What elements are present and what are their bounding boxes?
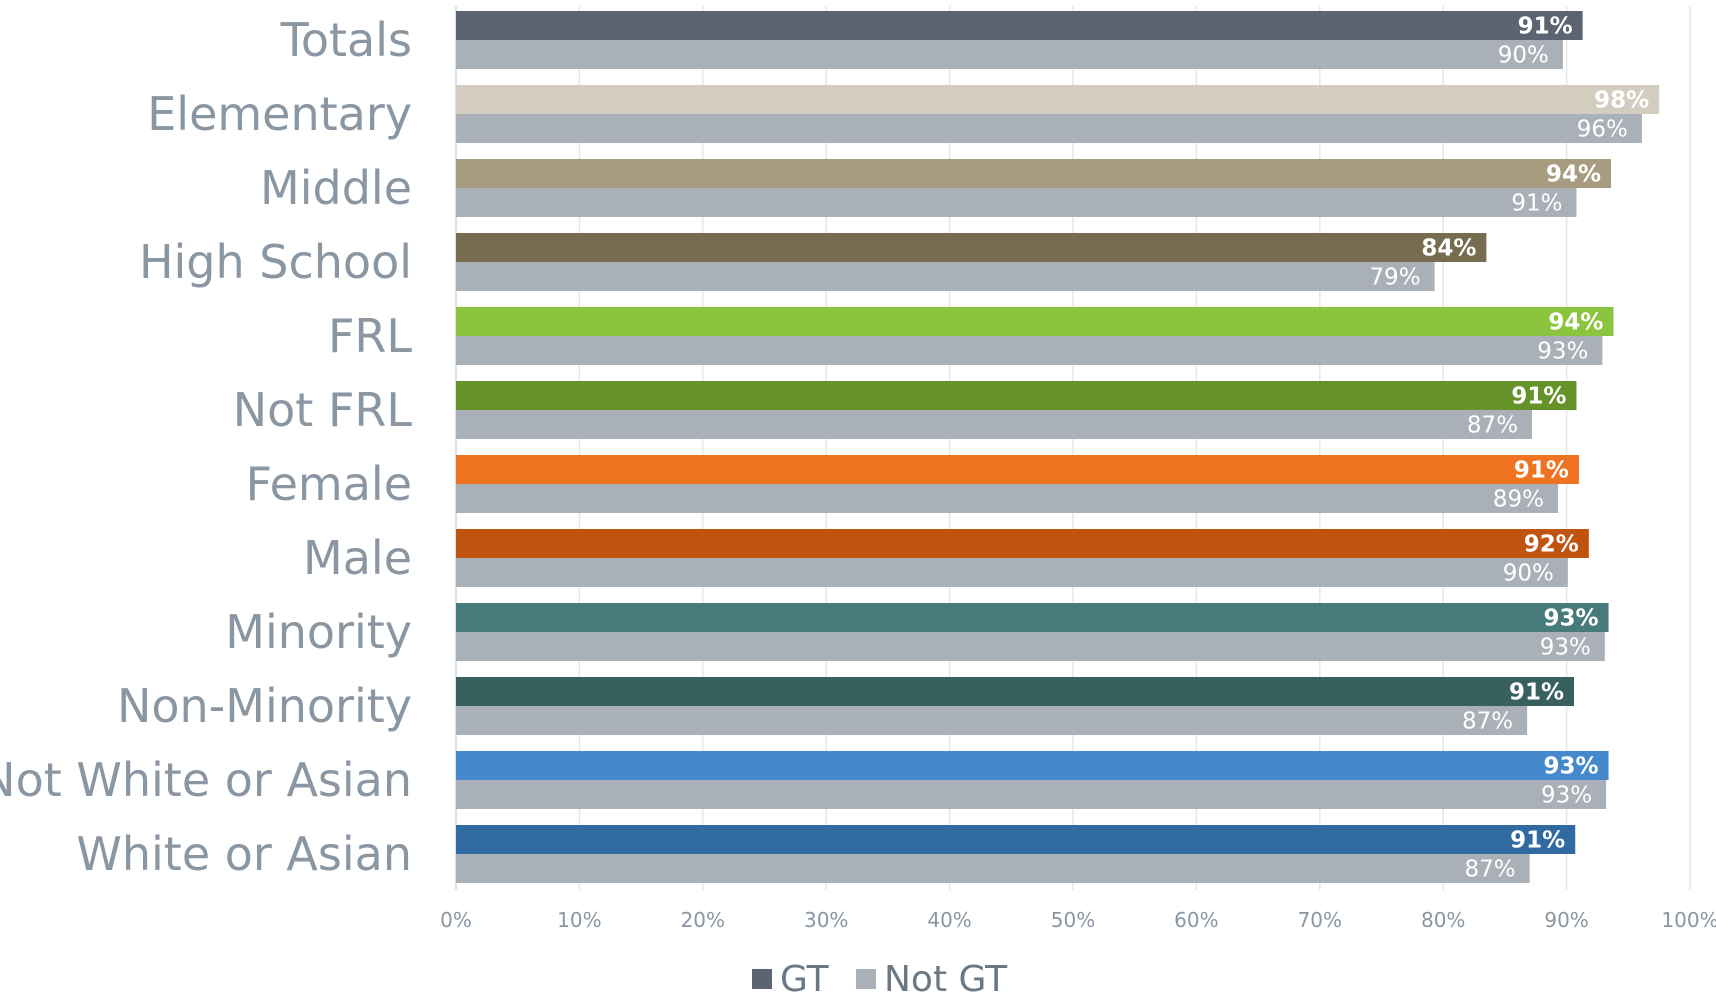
category-labels: Totals Elementary Middle High School FRL Not … <box>0 13 412 881</box>
x-tick-label: 10% <box>557 908 601 932</box>
x-tick-label: 20% <box>681 908 725 932</box>
data-label-not-gt: 90% <box>1503 561 1554 587</box>
legend-label-not-gt: Not GT <box>884 959 1008 994</box>
x-tick-label: 60% <box>1174 908 1218 932</box>
chart-bars: 91% 90% 98% 96% 94% 91% 84%79% 94% 93% 91% 87% 91% 8… <box>456 11 1660 883</box>
bar-not-gt <box>456 410 1533 439</box>
data-label-not-gt: 87% <box>1464 857 1515 883</box>
category-label: High School <box>139 235 412 289</box>
category-label: FRL <box>328 309 412 363</box>
legend-swatch-not-gt <box>856 969 876 989</box>
bar-gt <box>456 159 1612 188</box>
legend-label-gt: GT <box>780 959 830 994</box>
data-label-gt: 93% <box>1543 754 1598 780</box>
data-label-not-gt: 96% <box>1577 117 1628 143</box>
bar-gt <box>456 307 1614 336</box>
bar-not-gt <box>456 262 1435 291</box>
data-label-gt: 98% <box>1594 88 1649 114</box>
data-label-gt: 92% <box>1524 532 1579 558</box>
category-label: Totals <box>280 13 412 67</box>
bar-gt <box>456 85 1660 114</box>
x-tick-label: 100% <box>1661 908 1716 932</box>
category-label: Non-Minority <box>117 679 412 733</box>
legend-swatch-gt <box>752 969 772 989</box>
category-label: Minority <box>225 605 412 659</box>
category-label: White or Asian <box>76 827 412 881</box>
data-label-not-gt: 93% <box>1537 339 1588 365</box>
category-label: Female <box>246 457 412 511</box>
x-tick-label: 40% <box>927 908 971 932</box>
data-label-gt: 91% <box>1509 680 1564 706</box>
data-label-not-gt: 93% <box>1540 635 1591 661</box>
data-label-not-gt: 87% <box>1462 709 1513 735</box>
bar-gt <box>456 825 1576 854</box>
data-label-gt: 91% <box>1511 384 1566 410</box>
bar-not-gt <box>456 484 1558 513</box>
category-label: Not FRL <box>233 383 413 437</box>
x-tick-label: 70% <box>1298 908 1342 932</box>
x-tick-label: 80% <box>1421 908 1465 932</box>
category-label: Middle <box>260 161 412 215</box>
x-tick-label: 0% <box>440 908 472 932</box>
bar-gt <box>456 381 1577 410</box>
bar-not-gt <box>456 40 1563 69</box>
x-tick-label: 30% <box>804 908 848 932</box>
data-label-not-gt: 90% <box>1498 43 1549 69</box>
bar-not-gt <box>456 706 1528 735</box>
bar-not-gt <box>456 188 1577 217</box>
data-label-not-gt: 91% <box>1511 191 1562 217</box>
bar-gt <box>456 455 1579 484</box>
category-label: Not White or Asian <box>0 753 412 807</box>
bar-gt <box>456 233 1487 262</box>
bar-gt <box>456 603 1609 632</box>
category-label: Male <box>303 531 412 585</box>
bar-gt <box>456 11 1583 40</box>
chart-legend: GT Not GT <box>752 959 1008 994</box>
bar-gt <box>456 751 1609 780</box>
data-label-gt: 94% <box>1548 310 1603 336</box>
data-label-not-gt: 87% <box>1467 413 1518 439</box>
data-label-gt: 91% <box>1518 14 1573 40</box>
bar-not-gt <box>456 336 1603 365</box>
bar-not-gt <box>456 780 1607 809</box>
data-label-not-gt: 93% <box>1541 783 1592 809</box>
chart-gridlines <box>455 6 1691 890</box>
data-label-gt: 91% <box>1514 458 1569 484</box>
x-tick-label: 90% <box>1544 908 1588 932</box>
category-label: Elementary <box>147 87 412 141</box>
data-label-not-gt: 89% <box>1493 487 1544 513</box>
data-label-gt: 84% <box>1421 236 1476 262</box>
x-tick-label: 50% <box>1051 908 1095 932</box>
bar-not-gt <box>456 854 1530 883</box>
bar-gt <box>456 677 1575 706</box>
data-label-gt: 94% <box>1546 162 1601 188</box>
x-axis-ticks: 0% 10% 20% 30% 40% 50% 60% 70% 80% 90% 100% <box>440 908 1716 932</box>
bar-not-gt <box>456 632 1605 661</box>
bar-not-gt <box>456 558 1568 587</box>
bar-gt <box>456 529 1589 558</box>
data-label-gt: 91% <box>1510 828 1565 854</box>
bar-not-gt <box>456 114 1642 143</box>
data-label-not-gt: 79% <box>1369 265 1420 291</box>
data-label-gt: 93% <box>1543 606 1598 632</box>
